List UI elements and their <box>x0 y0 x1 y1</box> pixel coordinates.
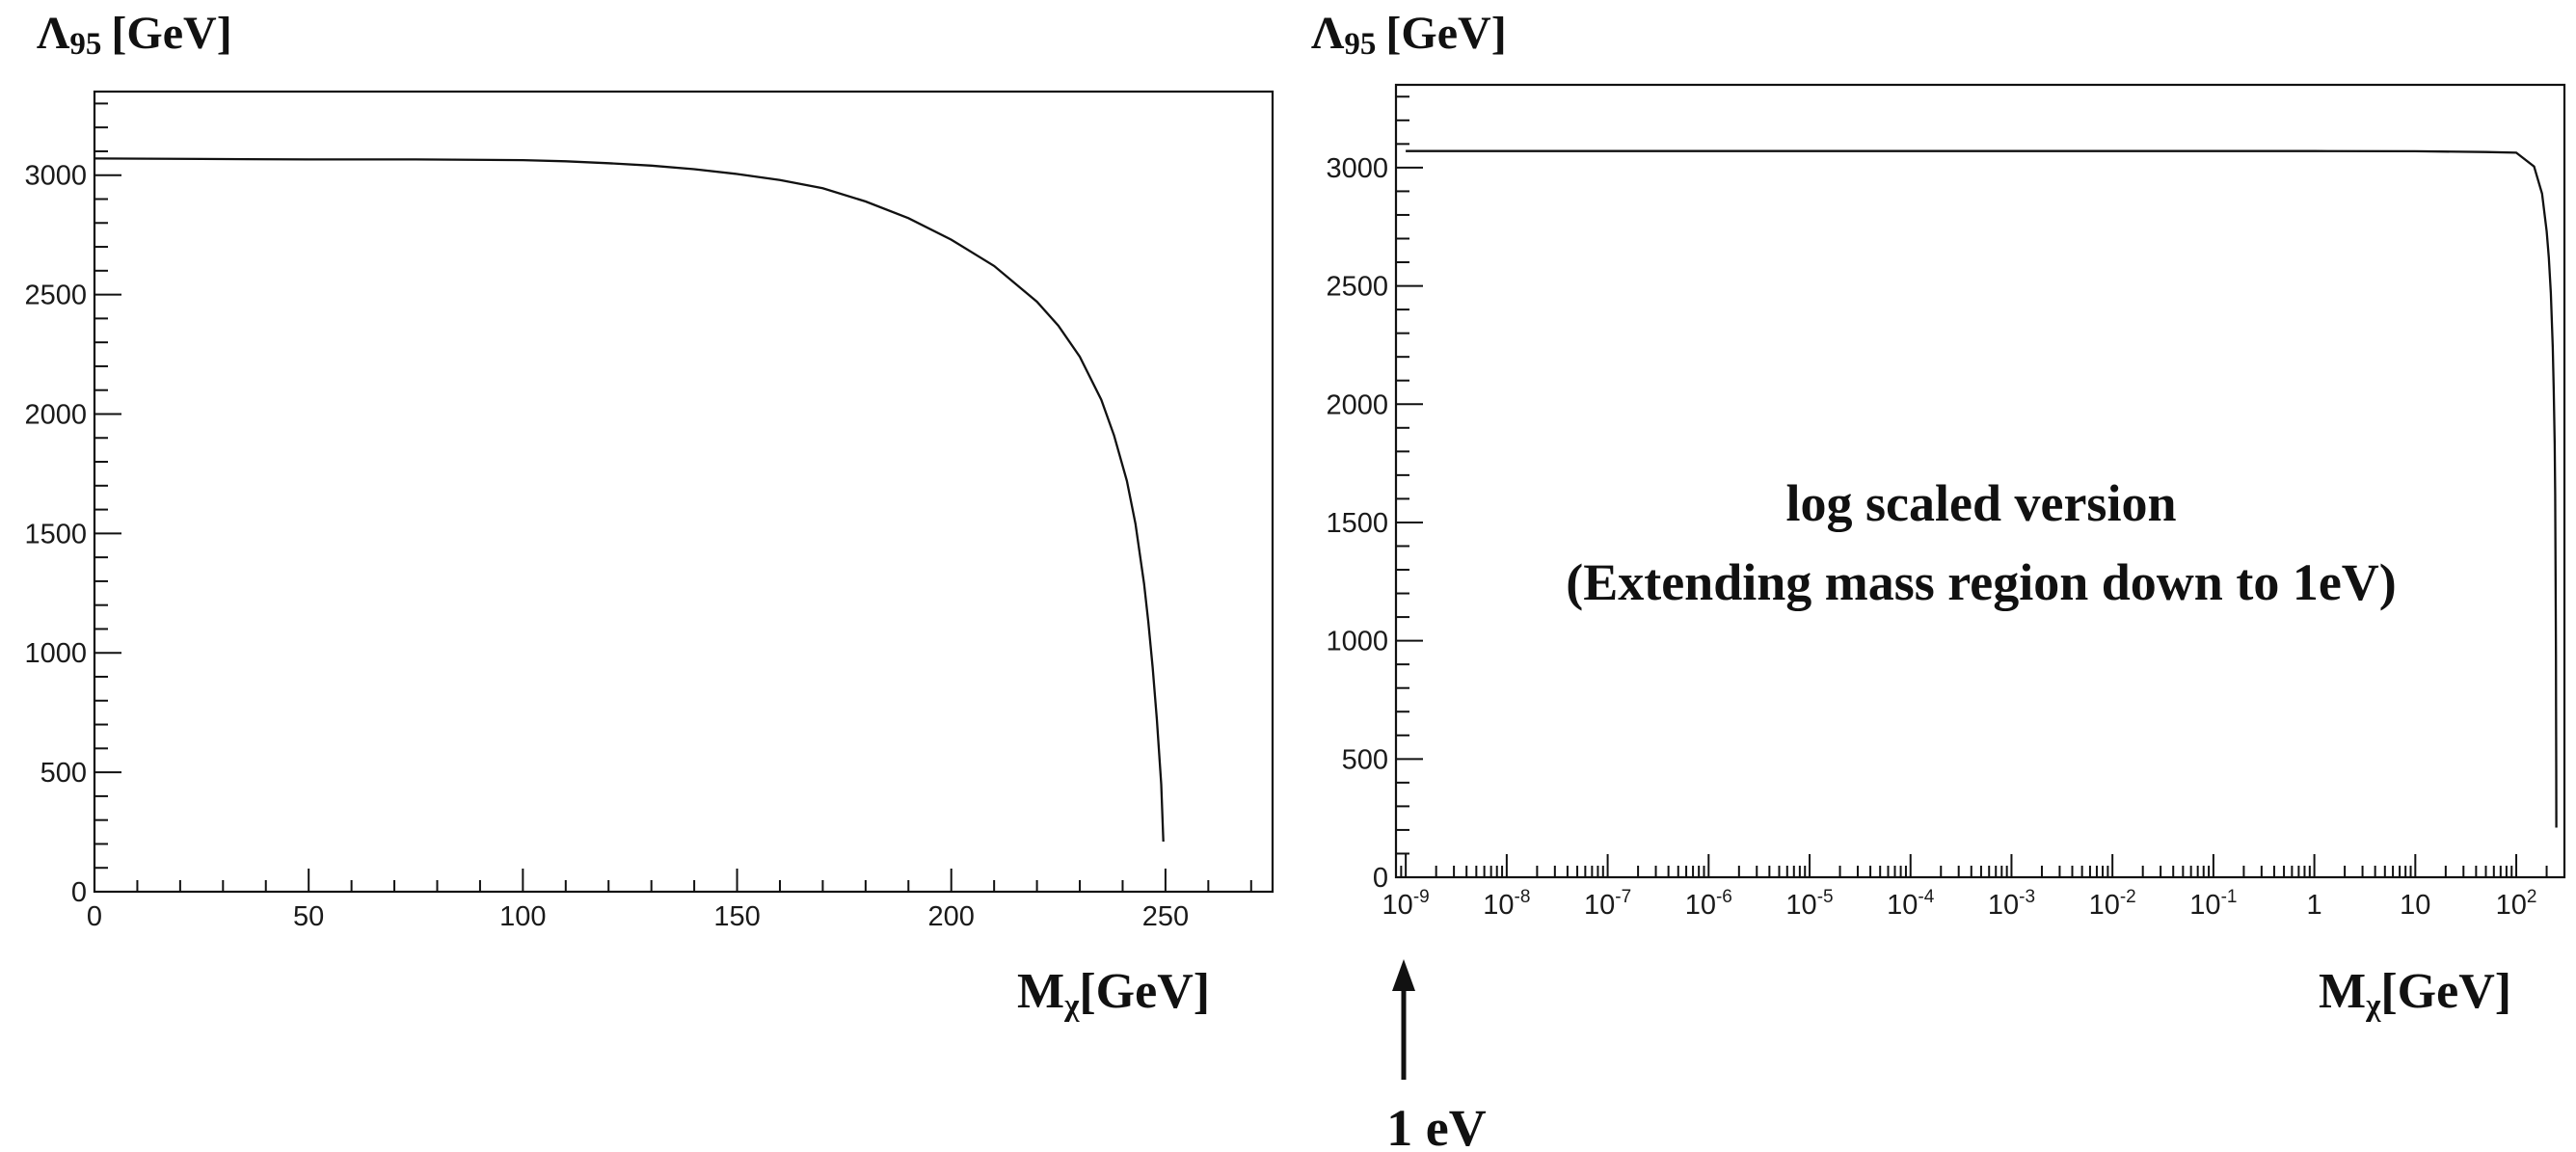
y-tick-label: 1500 <box>1326 508 1388 539</box>
x-tick-label: 200 <box>928 901 975 932</box>
x-tick-label: 10-1 <box>2189 887 2237 921</box>
arrow-1ev: 1 eV <box>1386 959 1487 1152</box>
arrow-head <box>1392 959 1415 991</box>
left-x-axis: 0 50 100 150 200 250 <box>87 869 1252 932</box>
y-tick-label: 3000 <box>1326 153 1388 184</box>
arrow-label: 1 eV <box>1386 1099 1486 1152</box>
y-tick-label: 0 <box>1373 863 1388 894</box>
y-tick-label: 2500 <box>1326 272 1388 303</box>
y-tick-label: 1000 <box>24 638 87 669</box>
y-tick-label: 500 <box>40 758 87 789</box>
x-tick-label: 10-9 <box>1382 887 1430 921</box>
x-tick-label: 10-8 <box>1483 887 1530 921</box>
right-x-axis: 10-9 10-8 10-7 10-6 10-5 10-4 10-3 10-2 10-1 1 10 1… <box>1382 854 2565 921</box>
y-tick-label: 1500 <box>24 519 87 549</box>
x-tick-label: 0 <box>87 901 102 932</box>
right-series-line <box>1406 149 2558 828</box>
left-y-axis: 0 500 1000 1500 2000 2500 3000 <box>24 102 121 908</box>
x-tick-label: 10-5 <box>1785 887 1833 921</box>
y-tick-label: 500 <box>1342 744 1388 775</box>
left-chart: Λ95 [GeV] 0 500 1000 1500 2000 2500 3000 0 50 100… <box>24 8 1275 1023</box>
left-plot-frame <box>93 90 1275 894</box>
x-tick-label: 250 <box>1142 901 1189 932</box>
x-tick-label: 10-2 <box>2089 887 2136 921</box>
y-tick-label: 3000 <box>24 161 87 192</box>
y-tick-label: 0 <box>71 877 87 908</box>
annotation-line-2: (Extending mass region down to 1eV) <box>1566 553 2397 611</box>
x-tick-label: 10 <box>2400 890 2430 921</box>
x-tick-label: 102 <box>2496 887 2537 921</box>
x-tick-label: 10-3 <box>1988 887 2035 921</box>
x-tick-label: 150 <box>713 901 760 932</box>
right-y-axis: 0 500 1000 1500 2000 2500 3000 <box>1326 95 1423 894</box>
x-tick-label: 10-4 <box>1887 887 1935 921</box>
x-tick-label: 50 <box>293 901 324 932</box>
y-tick-label: 2000 <box>1326 389 1388 420</box>
y-tick-label: 2500 <box>24 281 87 311</box>
x-tick-label: 100 <box>499 901 546 932</box>
right-xlabel: Mχ[GeV] <box>2319 964 2511 1023</box>
y-tick-label: 1000 <box>1326 627 1388 657</box>
x-tick-label: 10-6 <box>1685 887 1732 921</box>
y-tick-label: 2000 <box>24 399 87 430</box>
left-xlabel: Mχ[GeV] <box>1017 964 1210 1023</box>
x-tick-label: 10-7 <box>1584 887 1631 921</box>
left-series-line <box>94 157 1165 843</box>
annotation-line-1: log scaled version <box>1786 474 2177 532</box>
x-tick-label: 1 <box>2307 890 2322 921</box>
right-ylabel: Λ95 [GeV] <box>1311 8 1507 62</box>
left-ylabel: Λ95 [GeV] <box>37 8 232 62</box>
